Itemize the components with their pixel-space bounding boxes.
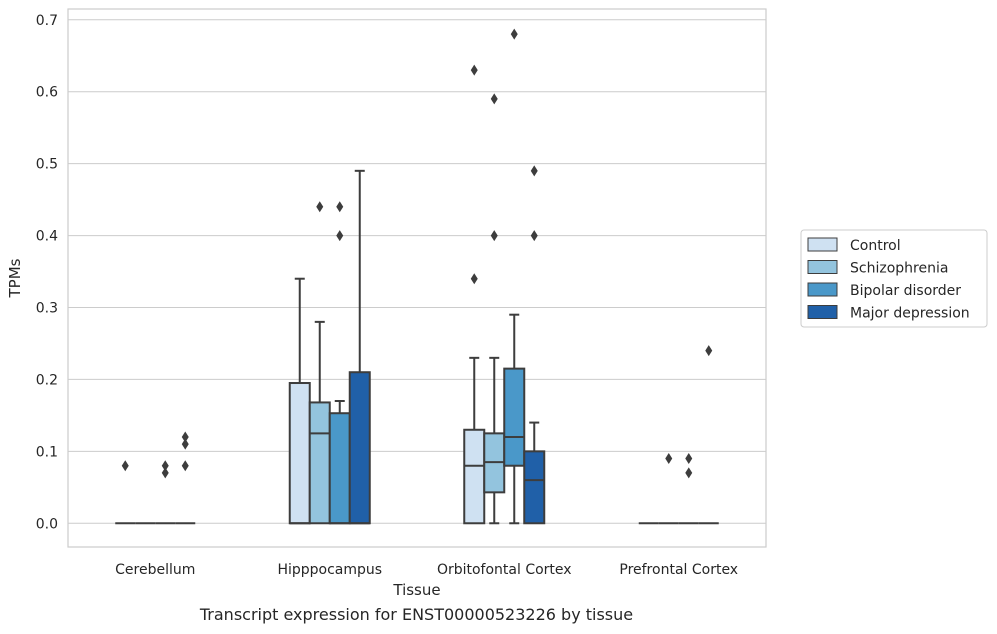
- box-bipolar-disorder: [678, 453, 699, 525]
- outlier-point: [470, 64, 478, 76]
- legend-label: Schizophrenia: [850, 261, 948, 277]
- box-bipolar-disorder: [328, 201, 351, 525]
- x-axis-label: Tissue: [392, 581, 440, 599]
- box-control: [463, 64, 486, 525]
- outlier-point: [161, 460, 169, 472]
- boxes-layer: [115, 28, 719, 525]
- outlier-point: [665, 453, 673, 465]
- outlier-point: [705, 345, 713, 357]
- x-tick-label: Cerebellum: [115, 562, 195, 578]
- plot-frame: [67, 8, 767, 548]
- outlier-point: [336, 201, 344, 213]
- legend-swatch: [807, 282, 838, 297]
- legend-swatch: [807, 237, 838, 252]
- box-rect: [328, 412, 351, 525]
- legend-label: Control: [850, 238, 901, 254]
- box-bipolar-disorder: [503, 28, 526, 525]
- outlier-point: [685, 453, 693, 465]
- box-major-depression: [175, 431, 196, 525]
- outlier-point: [316, 201, 324, 213]
- outlier-point: [470, 273, 478, 285]
- legend-label: Bipolar disorder: [850, 283, 961, 299]
- x-tick-labels: Cerebellum Hipppocampus Orbitofontal Corte…: [115, 562, 738, 578]
- x-tick-label: Hipppocampus: [277, 562, 382, 578]
- y-axis-label: TPMs: [6, 258, 24, 298]
- outlier-point: [161, 467, 169, 479]
- outlier-point: [181, 460, 189, 472]
- chart-caption: Transcript expression for ENST0000052322…: [199, 605, 634, 624]
- box-major-depression: [698, 345, 719, 525]
- y-tick-label: 0.1: [36, 444, 58, 460]
- outlier-point: [490, 230, 498, 242]
- box-rect: [503, 367, 526, 467]
- y-tick-label: 0.6: [36, 85, 58, 101]
- x-tick-label: Prefrontal Cortex: [619, 562, 738, 578]
- box-control: [288, 277, 311, 525]
- legend-swatch: [807, 305, 838, 319]
- legend-frame: [800, 229, 988, 328]
- outlier-point: [181, 438, 189, 450]
- y-tick-label: 0.2: [36, 372, 58, 388]
- box-rect: [348, 371, 371, 525]
- outlier-point: [510, 28, 518, 40]
- outlier-point: [530, 165, 538, 177]
- box-schizophrenia: [658, 453, 679, 525]
- box-major-depression: [523, 165, 546, 525]
- y-tick-label: 0.3: [36, 300, 58, 316]
- legend: Control Schizophrenia Bipolar disorder Majo…: [800, 229, 988, 328]
- outlier-point: [121, 460, 129, 472]
- outlier-point: [685, 467, 693, 479]
- legend-swatch: [807, 260, 838, 274]
- x-tick-label: Orbitofontal Cortex: [437, 562, 572, 578]
- y-tick-label: 0.4: [36, 229, 58, 245]
- box-rect: [523, 450, 546, 525]
- y-tick-labels: 0.0 0.1 0.2 0.3 0.4 0.5 0.6 0.7: [36, 13, 58, 532]
- box-schizophrenia: [483, 93, 506, 525]
- y-tick-label: 0.5: [36, 157, 58, 173]
- box-rect: [308, 401, 331, 525]
- box-control: [115, 460, 136, 525]
- outlier-point: [530, 230, 538, 242]
- box-rect: [463, 428, 486, 525]
- grid-lines: [68, 19, 766, 524]
- outlier-point: [490, 93, 498, 105]
- y-tick-label: 0.7: [36, 13, 58, 29]
- box-rect: [288, 382, 311, 525]
- legend-label: Major depression: [850, 306, 970, 322]
- outlier-point: [181, 431, 189, 443]
- outlier-point: [336, 230, 344, 242]
- box-bipolar-disorder: [155, 460, 176, 525]
- box-schizophrenia: [308, 201, 331, 525]
- y-tick-label: 0.0: [36, 516, 58, 532]
- box-major-depression: [348, 169, 371, 525]
